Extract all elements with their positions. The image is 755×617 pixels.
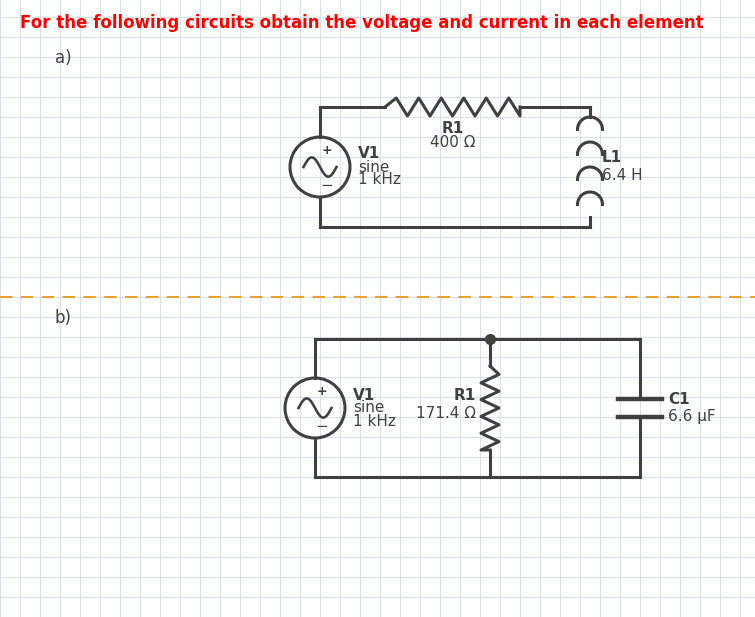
Text: 6.4 H: 6.4 H [602,167,643,183]
Text: b): b) [55,309,72,327]
Text: V1: V1 [353,387,375,402]
Text: −: − [316,419,328,434]
Text: R1: R1 [442,121,464,136]
Text: L1: L1 [602,149,622,165]
Text: 1 kHz: 1 kHz [358,173,401,188]
Text: R1: R1 [454,389,476,404]
Text: 1 kHz: 1 kHz [353,413,396,428]
Text: sine: sine [353,400,384,415]
Text: sine: sine [358,160,390,175]
Text: 400 Ω: 400 Ω [430,135,475,150]
Text: C1: C1 [668,392,689,407]
Text: −: − [321,178,334,193]
Text: a): a) [55,49,72,67]
Text: +: + [316,385,328,398]
Text: +: + [322,144,332,157]
Text: V1: V1 [358,146,381,162]
Text: For the following circuits obtain the voltage and current in each element: For the following circuits obtain the vo… [20,14,704,32]
Text: 171.4 Ω: 171.4 Ω [416,405,476,421]
Text: 6.6 μF: 6.6 μF [668,408,716,423]
